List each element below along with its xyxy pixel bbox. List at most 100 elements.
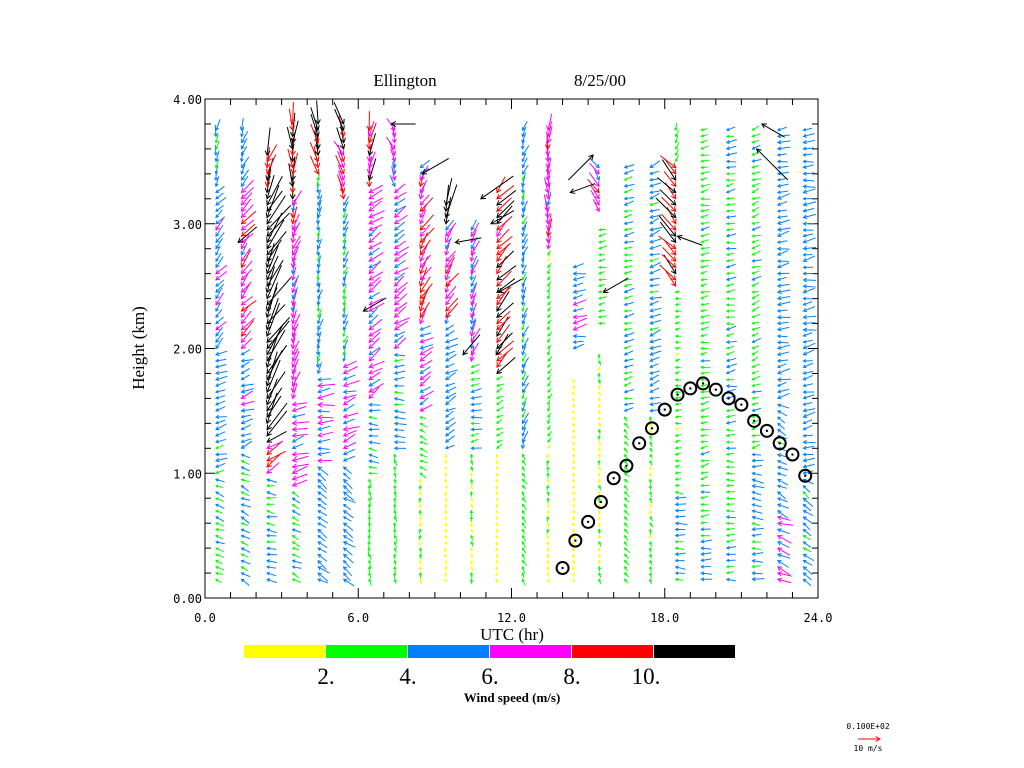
wind-vector — [776, 246, 790, 251]
wind-vector — [547, 380, 552, 387]
wind-vector-head — [521, 245, 526, 250]
wind-vector — [700, 265, 709, 269]
wind-vector — [291, 323, 299, 337]
wind-vector-head — [521, 419, 526, 425]
wind-vector-head — [316, 239, 321, 244]
wind-vector — [674, 415, 682, 419]
wind-vector-shaft — [470, 327, 481, 343]
wind-vector-head — [776, 389, 782, 394]
wind-vector-shaft — [701, 471, 709, 474]
wind-vector-head — [342, 389, 348, 395]
wind-vector-head — [215, 320, 220, 325]
wind-vector-shaft — [333, 102, 345, 125]
wind-vector-shaft — [343, 221, 349, 231]
wind-vector-head — [265, 306, 272, 312]
wind-vector-head — [751, 509, 756, 514]
wind-vector — [776, 200, 788, 206]
wind-vector-shaft — [343, 306, 346, 318]
wind-vector — [419, 375, 431, 387]
wind-vector-shaft — [368, 189, 383, 200]
wind-vector — [776, 553, 791, 559]
wind-vector — [495, 466, 499, 470]
wind-vector — [419, 232, 428, 250]
wind-vector — [648, 416, 653, 423]
wind-vector — [470, 275, 477, 288]
wind-vector-head — [572, 289, 578, 295]
wind-vector — [700, 359, 711, 363]
wind-vector-shaft — [661, 254, 677, 268]
wind-vector — [663, 239, 677, 256]
wind-vector — [470, 282, 478, 294]
wind-vector-shaft — [292, 261, 296, 274]
wind-vector-head — [368, 459, 373, 464]
wind-vector-shaft — [292, 516, 299, 522]
wind-vector-shaft — [368, 307, 379, 318]
wind-vector-shaft — [241, 368, 250, 374]
wind-vector — [648, 565, 653, 573]
wind-vector — [418, 528, 422, 535]
wind-vector-head — [342, 207, 347, 213]
wind-vector-head — [700, 190, 704, 194]
wind-vector-head — [445, 357, 450, 362]
wind-vector — [802, 296, 814, 301]
wind-vector-shaft — [369, 416, 378, 420]
wind-vector-head — [316, 338, 321, 344]
wind-vector-shaft — [752, 290, 759, 293]
wind-vector — [751, 171, 761, 176]
wind-vector-shaft — [215, 331, 224, 343]
wind-vector-shaft — [215, 150, 220, 162]
wind-vector-head — [751, 215, 755, 219]
wind-vector-shaft — [215, 485, 224, 489]
wind-vector — [266, 387, 283, 412]
wind-vector-head — [623, 377, 628, 381]
wind-vector-head — [648, 416, 653, 420]
wind-vector — [751, 571, 763, 576]
wind-vector — [389, 141, 396, 157]
wind-vector-head — [572, 319, 578, 325]
wind-vector — [470, 534, 474, 541]
wind-vector — [572, 497, 576, 502]
wind-vector-head — [751, 246, 755, 250]
wind-vector-head — [674, 508, 679, 513]
wind-vector — [444, 369, 458, 375]
wind-vector-shaft — [726, 350, 735, 356]
wind-vector — [342, 394, 357, 400]
wind-vector — [546, 472, 550, 479]
wind-vector-shaft — [267, 497, 276, 499]
wind-vector-head — [393, 547, 397, 551]
wind-vector — [215, 225, 224, 238]
wind-vector-shaft — [726, 332, 735, 337]
wind-vector-shaft — [292, 275, 300, 287]
wind-vector-head — [240, 293, 246, 300]
wind-vector — [265, 302, 280, 337]
wind-vector — [547, 393, 553, 400]
wind-vector-head — [649, 459, 653, 464]
wind-vector — [341, 306, 347, 319]
wind-vector-shaft — [241, 219, 255, 231]
wind-vector — [317, 547, 327, 553]
wind-vector-head — [444, 408, 449, 413]
wind-vector — [496, 270, 512, 287]
wind-vector — [393, 409, 406, 414]
wind-vector-head — [394, 300, 400, 306]
wind-vector — [776, 283, 790, 288]
wind-vector-shaft — [726, 325, 737, 331]
wind-vector-head — [776, 327, 782, 332]
wind-vector-shaft — [777, 190, 789, 194]
wind-vector — [470, 497, 474, 503]
wind-vector-head — [623, 221, 628, 225]
wind-vector-head — [598, 391, 602, 395]
wind-vector — [521, 478, 528, 485]
wind-vector — [265, 264, 282, 300]
wind-vector-head — [265, 293, 272, 300]
wind-vector-head — [418, 484, 422, 489]
wind-vector-head — [266, 437, 273, 443]
wind-vector-shaft — [215, 321, 227, 331]
wind-vector-head — [700, 346, 704, 351]
wind-vector-shaft — [215, 419, 226, 424]
wind-vector-shaft — [658, 235, 677, 250]
wind-vector — [418, 534, 422, 541]
wind-vector — [419, 204, 428, 219]
wind-vector-head — [342, 395, 348, 400]
wind-vector-shaft — [496, 242, 511, 256]
